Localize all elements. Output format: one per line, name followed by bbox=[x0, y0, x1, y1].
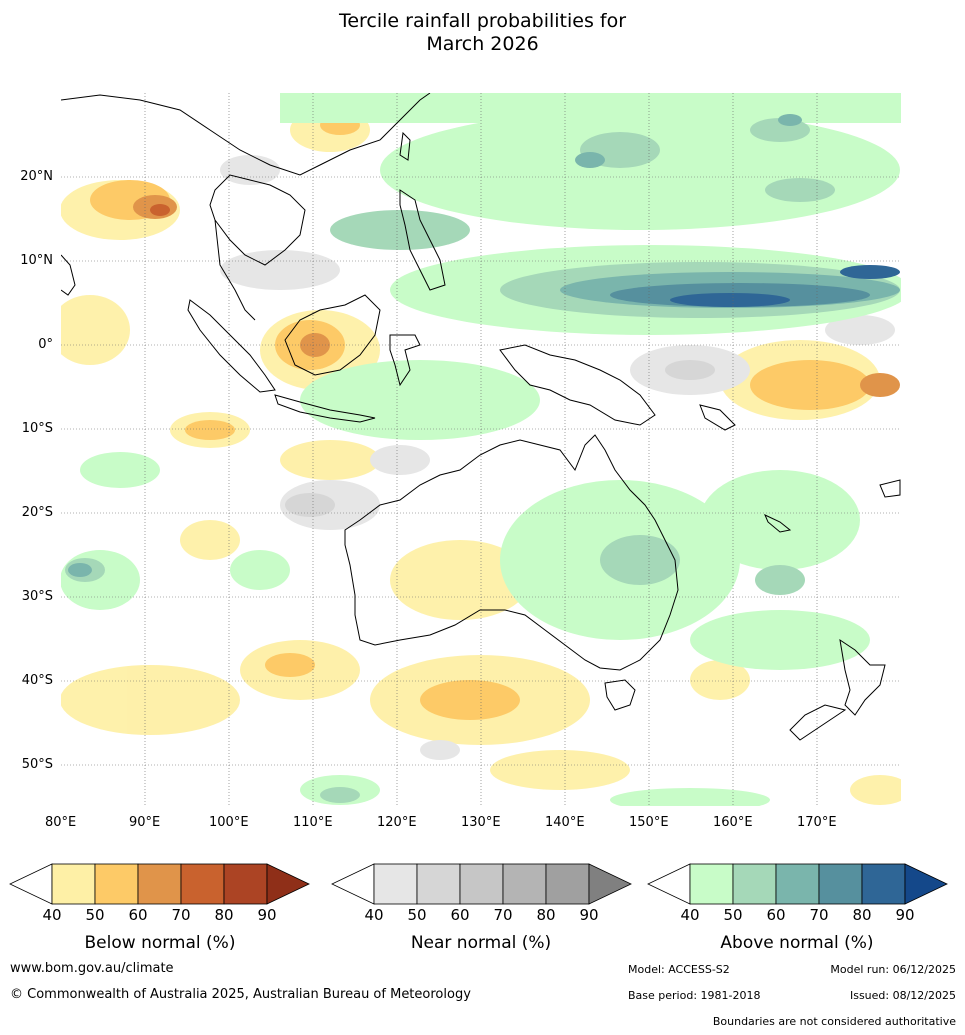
coastlines bbox=[61, 93, 901, 741]
above-colorbar-tick-50: 50 bbox=[723, 906, 743, 924]
model-run-text: Model run: 06/12/2025 bbox=[830, 963, 956, 976]
base-period-text: Base period: 1981-2018 bbox=[628, 989, 761, 1002]
lat-label-30s: 30°S bbox=[21, 589, 53, 604]
taiwan-coast bbox=[399, 131, 411, 161]
near-colorbar-tick-60: 60 bbox=[450, 906, 470, 924]
near-colorbar-box-0 bbox=[373, 863, 418, 905]
below-colorbar-tick-70: 70 bbox=[171, 906, 191, 924]
forecast-map bbox=[61, 93, 901, 806]
lon-label-140e: 140°E bbox=[545, 815, 585, 830]
borneo-coast bbox=[284, 294, 381, 376]
near-colorbar-box-3 bbox=[502, 863, 547, 905]
model-text: Model: ACCESS-S2 bbox=[628, 963, 730, 976]
lon-label-170e: 170°E bbox=[797, 815, 837, 830]
new-zealand-coast bbox=[789, 638, 886, 741]
above-colorbar-tick-40: 40 bbox=[680, 906, 700, 924]
chart-title: Tercile rainfall probabilities for March… bbox=[0, 10, 965, 56]
below-colorbar-under-triangle bbox=[9, 863, 53, 905]
sulawesi-coast bbox=[389, 334, 421, 387]
disclaimer-text: Boundaries are not considered authoritat… bbox=[712, 1015, 956, 1028]
solomon-coast bbox=[699, 404, 901, 533]
australia-coast bbox=[344, 434, 679, 671]
philippines-coast bbox=[399, 189, 446, 291]
below-normal-title: Below normal (%) bbox=[84, 933, 236, 953]
lat-label-50s: 50°S bbox=[21, 757, 53, 772]
below-colorbar-box-0 bbox=[51, 863, 96, 905]
above-colorbar-over-triangle bbox=[904, 863, 948, 905]
above-colorbar-under-triangle bbox=[647, 863, 691, 905]
lon-label-130e: 130°E bbox=[461, 815, 501, 830]
title-line-1: Tercile rainfall probabilities for bbox=[338, 10, 627, 32]
near-colorbar-tick-50: 50 bbox=[407, 906, 427, 924]
below-colorbar-over-triangle bbox=[266, 863, 310, 905]
lon-label-160e: 160°E bbox=[713, 815, 753, 830]
below-colorbar-tick-40: 40 bbox=[42, 906, 62, 924]
near-colorbar-tick-90: 90 bbox=[579, 906, 599, 924]
lat-label-20s: 20°S bbox=[21, 505, 53, 520]
gridlines bbox=[61, 93, 901, 806]
above-normal-title: Above normal (%) bbox=[720, 933, 874, 953]
title-line-2: March 2026 bbox=[426, 33, 539, 55]
asia-coast bbox=[61, 93, 431, 321]
java-coast bbox=[274, 394, 376, 423]
near-colorbar-tick-80: 80 bbox=[536, 906, 556, 924]
near-colorbar-tick-70: 70 bbox=[493, 906, 513, 924]
above-colorbar-box-3 bbox=[818, 863, 863, 905]
above-colorbar-tick-60: 60 bbox=[766, 906, 786, 924]
above-colorbar-box-0 bbox=[689, 863, 734, 905]
below-colorbar-box-2 bbox=[137, 863, 182, 905]
near-colorbar-box-1 bbox=[416, 863, 461, 905]
website-text: www.bom.gov.au/climate bbox=[10, 961, 174, 976]
lat-label-0: 0° bbox=[38, 337, 53, 352]
lon-label-90e: 90°E bbox=[129, 815, 161, 830]
lon-label-120e: 120°E bbox=[377, 815, 417, 830]
above-colorbar-tick-90: 90 bbox=[895, 906, 915, 924]
below-colorbar-box-1 bbox=[94, 863, 139, 905]
sumatra-coast bbox=[187, 299, 276, 393]
below-colorbar-tick-90: 90 bbox=[257, 906, 277, 924]
lat-label-20n: 20°N bbox=[20, 169, 53, 184]
near-colorbar-box-2 bbox=[459, 863, 504, 905]
lat-label-40s: 40°S bbox=[21, 673, 53, 688]
near-colorbar-over-triangle bbox=[588, 863, 632, 905]
above-colorbar-tick-80: 80 bbox=[852, 906, 872, 924]
above-colorbar-box-2 bbox=[775, 863, 820, 905]
below-colorbar-tick-60: 60 bbox=[128, 906, 148, 924]
near-colorbar-tick-40: 40 bbox=[364, 906, 384, 924]
near-colorbar-under-triangle bbox=[331, 863, 375, 905]
near-normal-title: Near normal (%) bbox=[410, 933, 552, 953]
near-colorbar-box-4 bbox=[545, 863, 590, 905]
lon-label-110e: 110°E bbox=[293, 815, 333, 830]
india-coast bbox=[61, 254, 76, 296]
lon-label-150e: 150°E bbox=[629, 815, 669, 830]
above-colorbar-box-4 bbox=[861, 863, 906, 905]
tasmania-coast bbox=[604, 679, 636, 711]
above-colorbar-tick-70: 70 bbox=[809, 906, 829, 924]
lat-label-10s: 10°S bbox=[21, 421, 53, 436]
issued-text: Issued: 08/12/2025 bbox=[849, 989, 956, 1002]
lon-label-80e: 80°E bbox=[45, 815, 77, 830]
below-colorbar-tick-80: 80 bbox=[214, 906, 234, 924]
new-guinea-coast bbox=[499, 344, 656, 426]
colorbar-legends bbox=[9, 863, 948, 905]
probability-shading bbox=[61, 93, 901, 806]
below-colorbar-box-3 bbox=[180, 863, 225, 905]
lat-label-10n: 10°N bbox=[20, 253, 53, 268]
below-colorbar-tick-50: 50 bbox=[85, 906, 105, 924]
below-colorbar-box-4 bbox=[223, 863, 268, 905]
copyright-text: © Commonwealth of Australia 2025, Austra… bbox=[10, 987, 471, 1002]
lon-label-100e: 100°E bbox=[209, 815, 249, 830]
above-colorbar-box-1 bbox=[732, 863, 777, 905]
